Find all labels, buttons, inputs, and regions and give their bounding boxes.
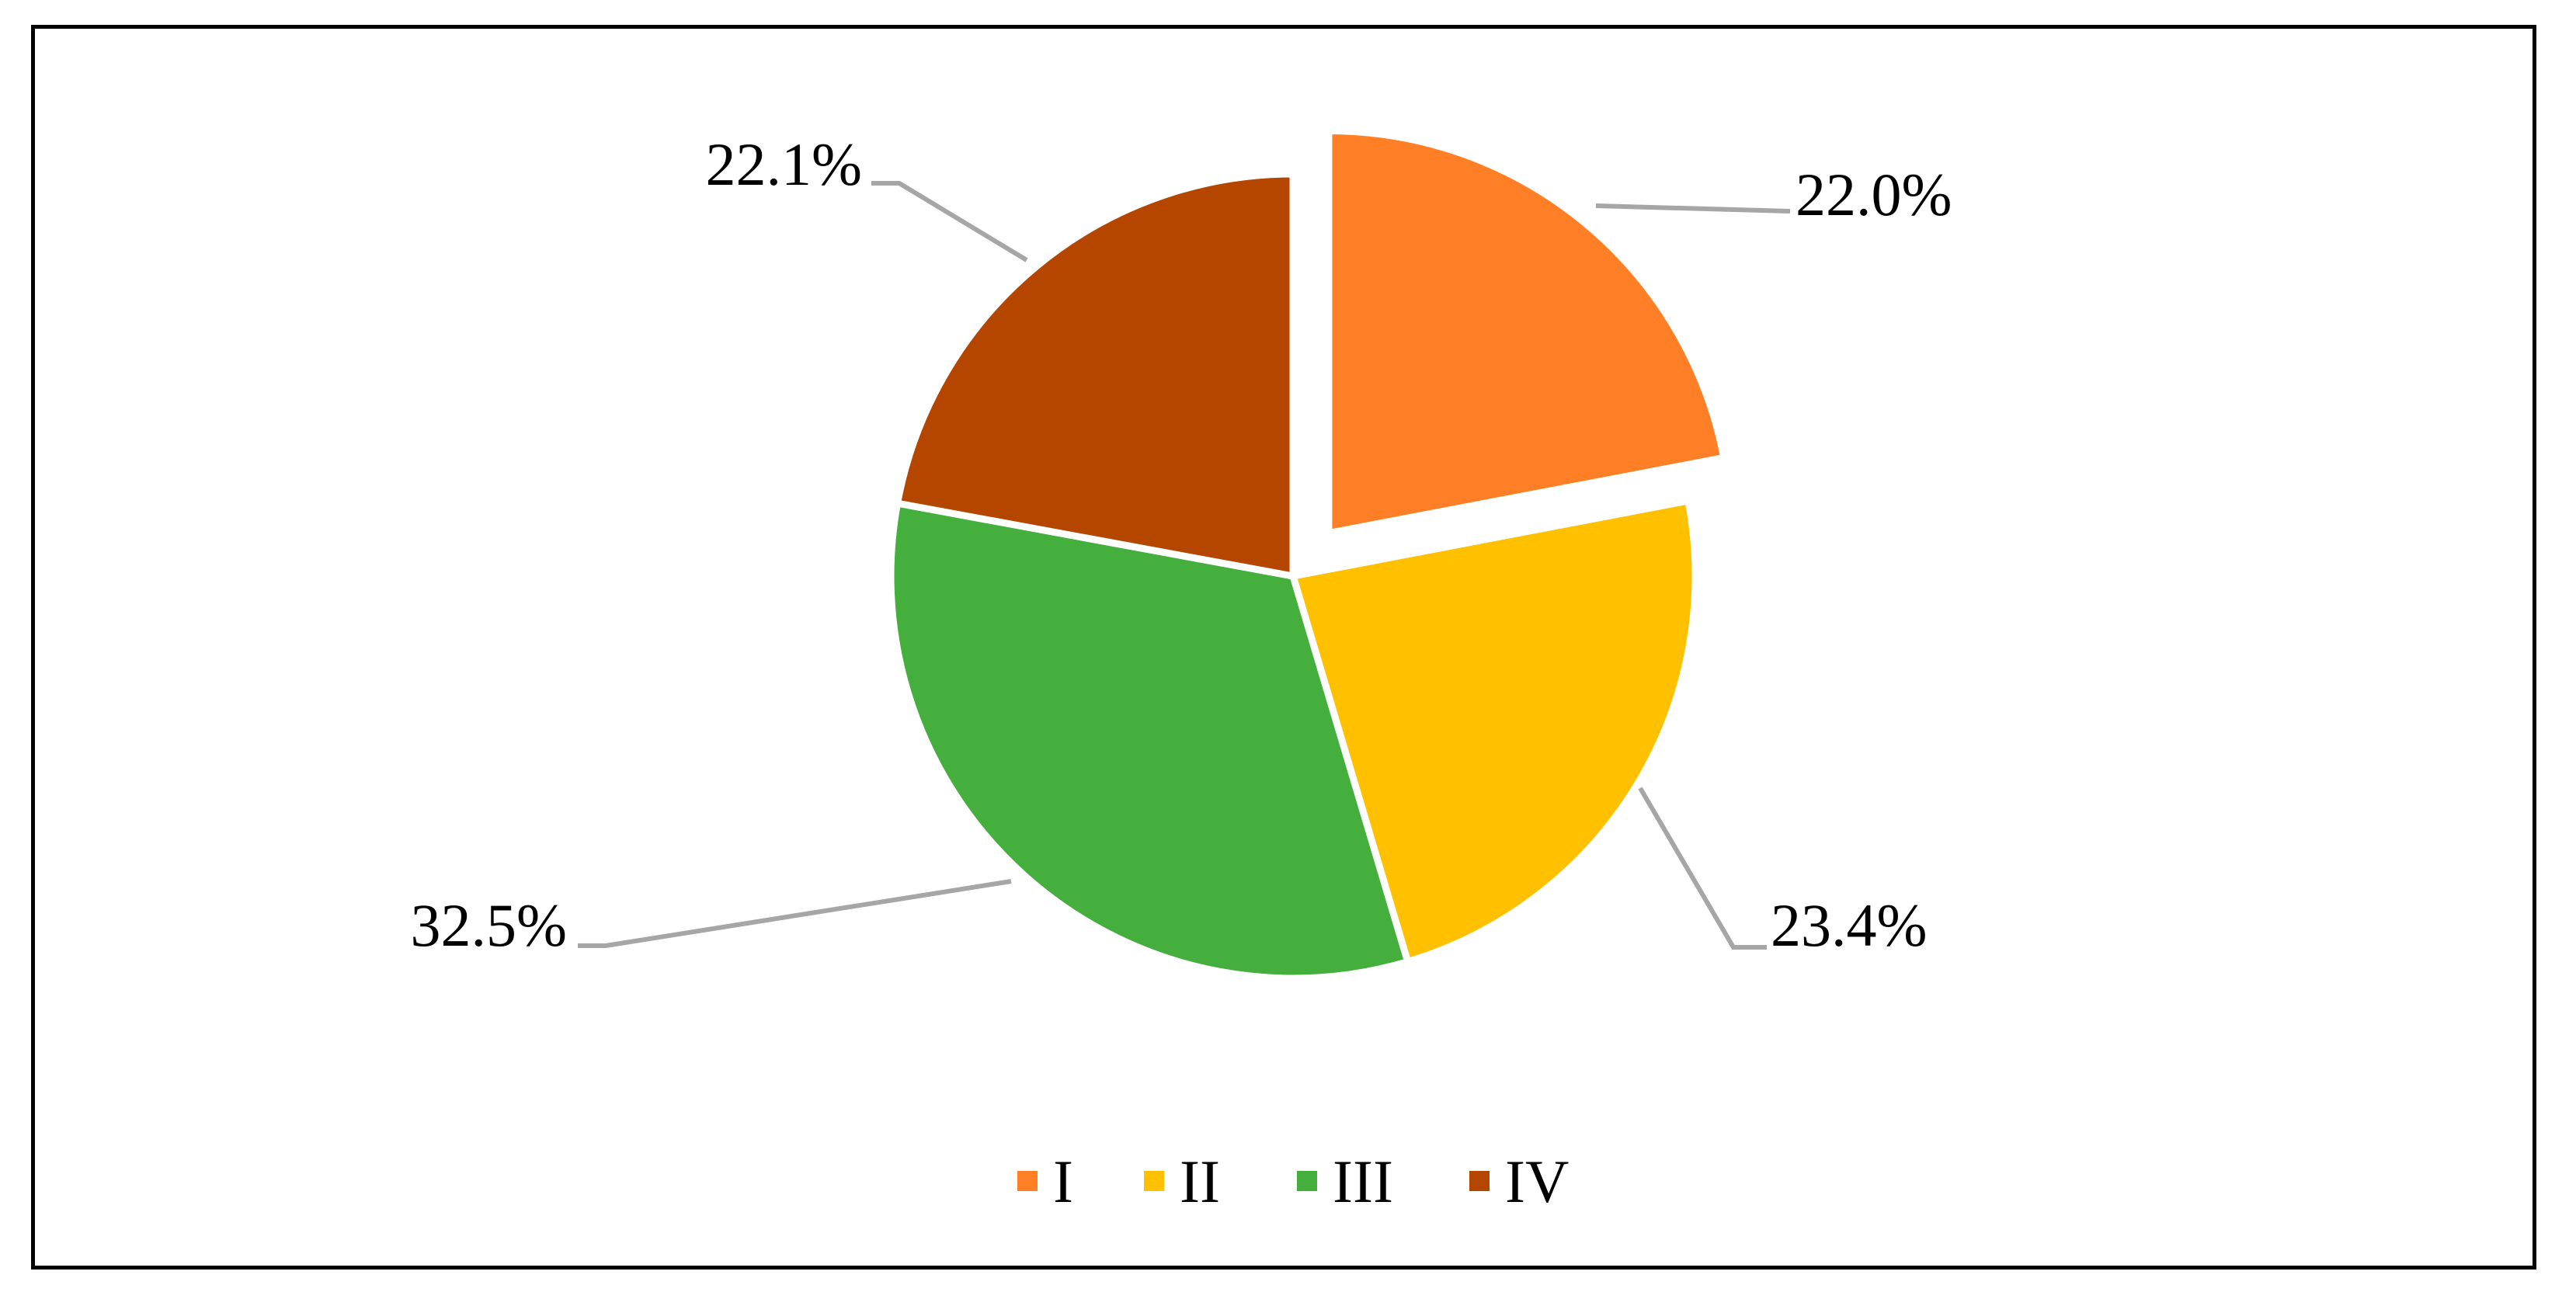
- legend-swatch-III: [1297, 1171, 1317, 1191]
- leader-line-II: [1638, 787, 1767, 950]
- pie-slice-IV: [894, 170, 1297, 580]
- legend: I II III IV: [1017, 1148, 1569, 1215]
- legend-swatch-I: [1017, 1171, 1038, 1191]
- leader-lines: [578, 181, 1791, 950]
- legend-label-III: III: [1333, 1148, 1393, 1215]
- legend-swatch-IV: [1469, 1171, 1490, 1191]
- leader-line-I: [1595, 203, 1791, 214]
- legend-label-II: II: [1180, 1148, 1220, 1215]
- data-label-I: 22.0%: [1796, 161, 1952, 228]
- leader-line-IV: [871, 181, 1028, 262]
- pie-slices: [887, 127, 1728, 982]
- pie-slice-I: [1325, 127, 1728, 537]
- data-label-III: 32.5%: [411, 891, 567, 959]
- pie-slice-III: [887, 499, 1412, 982]
- data-label-IV: 22.1%: [706, 130, 862, 198]
- leader-line-III: [578, 879, 1012, 948]
- legend-label-I: I: [1053, 1148, 1073, 1215]
- legend-swatch-II: [1144, 1171, 1164, 1191]
- legend-label-IV: IV: [1505, 1148, 1569, 1215]
- data-labels: 22.0% 23.4% 32.5% 22.1%: [411, 130, 1952, 959]
- pie-slice-II: [1289, 497, 1699, 966]
- data-label-II: 23.4%: [1771, 891, 1927, 959]
